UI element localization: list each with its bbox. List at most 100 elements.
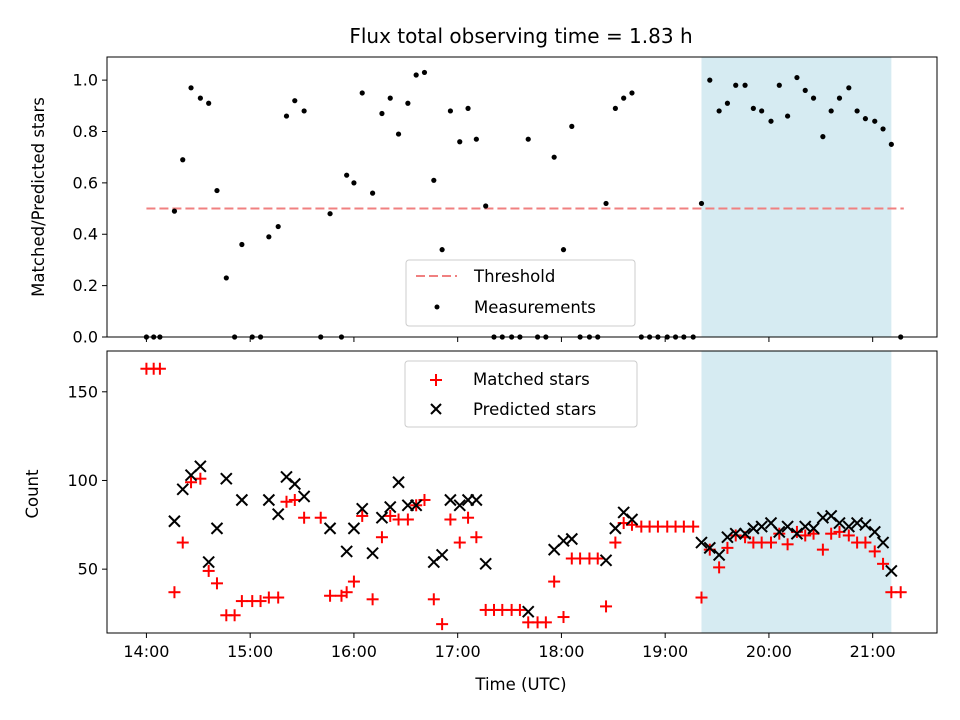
bottom-x-tick-label: 18:00 (538, 642, 584, 661)
predicted-star-marker-b (340, 545, 353, 558)
predicted-star-marker-b (435, 548, 449, 562)
bottom-y-ticks: 50 100 150 (67, 382, 107, 579)
predicted-star-marker (340, 545, 353, 558)
measurement-point (483, 203, 489, 209)
matched-star-marker (609, 536, 622, 549)
predicted-star-marker (176, 483, 189, 496)
predicted-star-marker (470, 493, 483, 507)
predicted-star-marker-b (609, 522, 622, 535)
top-y-ticks: 0.0 0.2 0.4 0.6 0.8 1.0 (73, 71, 107, 347)
matched-star-marker (894, 586, 907, 599)
matched-star-marker (695, 591, 708, 604)
matched-star-marker (272, 591, 285, 604)
predicted-star-marker-b (565, 532, 579, 546)
matched-star-marker (324, 589, 337, 602)
measurement-point (707, 77, 713, 83)
bottom-y-tick-label: 150 (67, 382, 98, 401)
bottom-x-ticks: 14:00 15:00 16:00 17:00 18:00 19:00 20:00 21:00 (123, 633, 896, 661)
matched-star-marker (401, 513, 414, 526)
measurement-point (473, 136, 479, 142)
predicted-star-marker (202, 555, 215, 569)
predicted-star-marker-b (453, 499, 466, 512)
predicted-star-marker (435, 548, 449, 562)
predicted-star-marker-b (384, 500, 397, 514)
measurement-point (465, 105, 471, 111)
matched-star-marker (347, 575, 360, 588)
measurement-point (223, 275, 229, 281)
predicted-star-marker (392, 476, 405, 489)
measurement-point (629, 90, 635, 96)
matched-star-marker (842, 529, 855, 542)
predicted-star-marker-b (721, 531, 734, 544)
measurement-point (370, 190, 376, 196)
predicted-star-marker (885, 564, 898, 578)
predicted-star-marker-b (807, 522, 820, 535)
legend-predicted-label: Predicted stars (473, 400, 596, 419)
predicted-star-marker-b (617, 506, 630, 519)
top-legend-box (405, 259, 636, 327)
predicted-star-marker (738, 527, 752, 540)
measurement-point (413, 72, 419, 78)
measurement-point (188, 85, 194, 91)
top-x-ticks (145, 337, 874, 342)
predicted-star-marker (522, 605, 535, 618)
predicted-stars-points (168, 460, 898, 618)
predicted-star-marker-b (824, 509, 838, 523)
x-axis-label: Time (UTC) (474, 675, 566, 694)
bottom-shaded-region (701, 351, 892, 633)
matched-star-marker (356, 509, 369, 522)
predicted-star-marker (599, 554, 613, 567)
measurement-point (275, 223, 281, 230)
top-y-tick-label: 0.2 (73, 276, 98, 295)
top-y-tick-label: 1.0 (73, 71, 98, 90)
predicted-star-marker-b (444, 493, 457, 507)
predicted-star-marker-b (323, 522, 337, 535)
measurement-point (292, 98, 298, 104)
predicted-star-marker-b (625, 513, 639, 526)
matched-star-marker (288, 493, 301, 506)
matched-star-marker (513, 603, 526, 616)
top-y-tick-label: 0.0 (73, 328, 98, 347)
matched-star-marker (462, 511, 475, 524)
matched-star-marker (427, 593, 440, 606)
matched-star-marker (729, 529, 742, 542)
predicted-star-marker-b (288, 477, 301, 491)
matched-stars-points (140, 362, 907, 631)
matched-star-marker (721, 541, 734, 554)
measurement-point (603, 200, 609, 207)
matched-star-marker (375, 531, 388, 544)
predicted-star-marker (773, 525, 786, 539)
matched-star-marker (781, 538, 794, 551)
measurement-point (612, 105, 618, 111)
predicted-star-marker (695, 536, 708, 549)
measurement-point (457, 139, 463, 145)
bottom-x-tick-label: 16:00 (331, 642, 377, 661)
measurement-point (239, 241, 245, 248)
measurement-point (283, 113, 290, 119)
predicted-star-marker-b (695, 536, 708, 549)
measurement-point (551, 154, 557, 160)
measurement-point (351, 180, 357, 186)
measurement-point (854, 108, 860, 114)
measurement-point (266, 234, 272, 240)
predicted-star-marker-b (557, 534, 570, 547)
matched-star-marker (384, 509, 397, 522)
measurement-point (698, 200, 705, 207)
predicted-star-marker-b (375, 511, 389, 524)
matched-star-marker (444, 513, 457, 526)
measurement-point (447, 108, 454, 114)
matched-star-marker (202, 564, 215, 577)
measurement-point (387, 95, 393, 101)
measurement-point (828, 108, 834, 114)
chart-title: Flux total observing time = 1.83 h (349, 24, 692, 48)
predicted-star-marker-b (168, 515, 181, 528)
predicted-star-marker-b (599, 554, 613, 567)
predicted-star-marker (479, 557, 492, 571)
matched-star-marker (539, 616, 552, 629)
matched-star-marker (340, 586, 353, 599)
measurement-point (214, 187, 220, 194)
measurement-point (171, 208, 178, 214)
predicted-star-marker (235, 493, 249, 507)
legend-predicted-swatch (430, 403, 442, 415)
